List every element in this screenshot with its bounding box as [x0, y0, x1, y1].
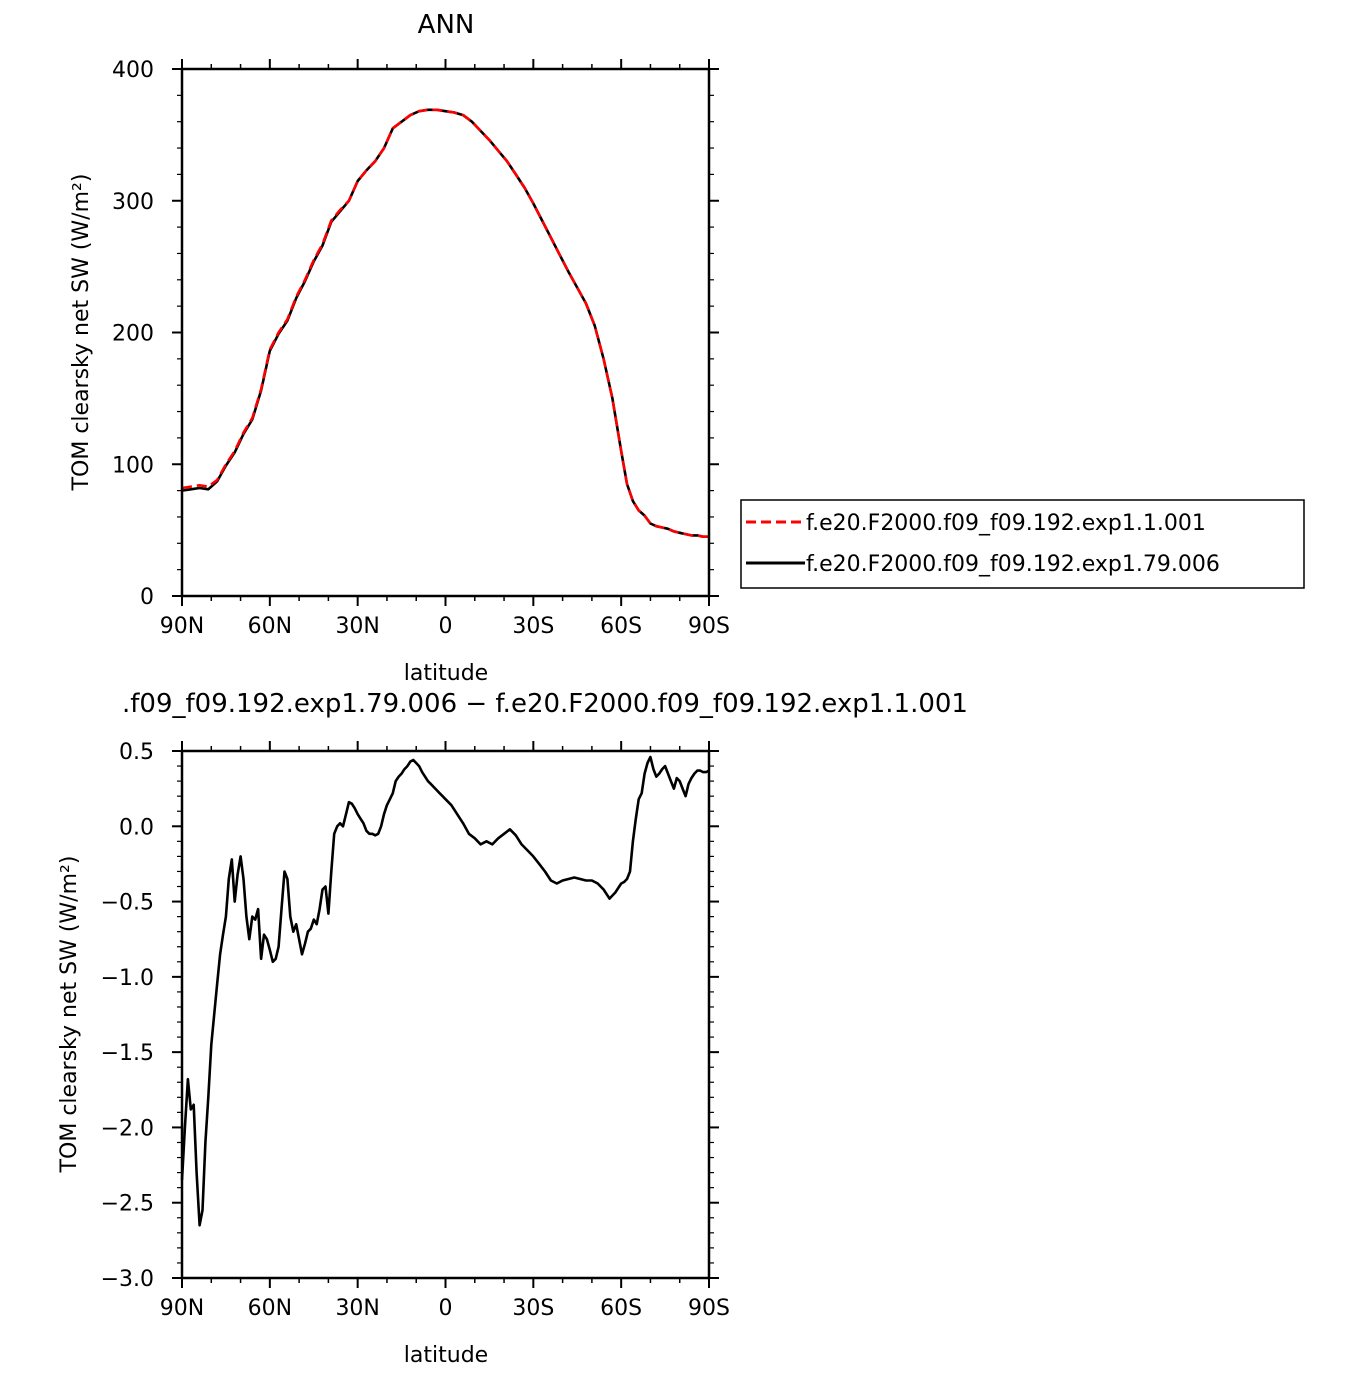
bottom-series-group: [180, 755, 710, 1227]
top-x-axis-label: latitude: [404, 661, 488, 686]
top-x-tick-label: 90N: [160, 614, 204, 639]
top-y-tick-label: 300: [112, 190, 154, 215]
top-x-tick-label: 60S: [600, 614, 642, 639]
bottom-y-tick-label: −2.5: [101, 1192, 154, 1217]
top-y-tick-label: 100: [112, 453, 154, 478]
top-x-tick-label: 60N: [248, 614, 292, 639]
bottom-y-tick-label: −2.0: [101, 1116, 154, 1141]
bottom-x-tick-label: 60N: [248, 1296, 292, 1321]
top-y-tick-label: 400: [112, 58, 154, 83]
bottom-line-chart: .f09_f09.192.exp1.79.006 − f.e20.F2000.f…: [57, 689, 968, 1368]
bottom-x-tick-label: 60S: [600, 1296, 642, 1321]
bottom-series-line-1: [180, 755, 710, 1227]
bottom-y-tick-label: 0.5: [119, 740, 154, 765]
top-y-axis-label: TOM clearsky net SW (W/m²): [69, 174, 94, 492]
bottom-y-tick-label: −1.5: [101, 1041, 154, 1066]
bottom-x-axis-label: latitude: [404, 1343, 488, 1368]
legend-label-series-2: f.e20.F2000.f09_f09.192.exp1.79.006: [806, 552, 1220, 577]
top-y-tick-label: 200: [112, 322, 154, 347]
bottom-y-tick-labels: 0.5 0.0 −0.5 −1.0 −1.5 −2.0 −2.5 −3.0: [101, 740, 154, 1292]
bottom-y-tick-label: 0.0: [119, 815, 154, 840]
bottom-x-tick-labels: 90N 60N 30N 0 30S 60S 90S: [160, 1296, 730, 1321]
bottom-x-tick-label: 90S: [688, 1296, 730, 1321]
legend-label-series-1: f.e20.F2000.f09_f09.192.exp1.1.001: [806, 511, 1206, 536]
top-x-tick-labels: 90N 60N 30N 0 30S 60S 90S: [160, 614, 730, 639]
bottom-x-tick-label: 0: [439, 1296, 453, 1321]
top-series-line-2: [181, 108, 709, 539]
bottom-plot-frame: [180, 749, 711, 1280]
top-series-group: [181, 108, 709, 539]
top-plot-frame: [180, 67, 711, 598]
top-x-tick-label: 0: [439, 614, 453, 639]
top-x-tick-label: 30N: [335, 614, 379, 639]
top-x-tick-label: 90S: [688, 614, 730, 639]
bottom-x-tick-label: 90N: [160, 1296, 204, 1321]
bottom-y-axis-label: TOM clearsky net SW (W/m²): [57, 856, 82, 1174]
legend: f.e20.F2000.f09_f09.192.exp1.1.001 f.e20…: [740, 499, 1305, 589]
bottom-x-tick-label: 30N: [335, 1296, 379, 1321]
top-series-line-1: [181, 108, 709, 539]
bottom-axis-ticks: [172, 741, 719, 1288]
bottom-x-tick-label: 30S: [512, 1296, 554, 1321]
top-axis-ticks: [172, 59, 719, 606]
bottom-y-tick-label: −1.0: [101, 966, 154, 991]
bottom-y-tick-label: −0.5: [101, 891, 154, 916]
bottom-chart-title: .f09_f09.192.exp1.79.006 − f.e20.F2000.f…: [122, 689, 968, 719]
bottom-y-tick-label: −3.0: [101, 1267, 154, 1292]
top-y-tick-label: 0: [140, 585, 154, 610]
top-x-tick-label: 30S: [512, 614, 554, 639]
top-line-chart: ANN 90N 60N 30N 0 30S 60S 90S 0 100 200 300 400 la…: [69, 10, 730, 686]
top-y-tick-labels: 0 100 200 300 400: [112, 58, 154, 610]
legend-box: [740, 499, 1305, 589]
top-chart-title: ANN: [418, 10, 475, 40]
